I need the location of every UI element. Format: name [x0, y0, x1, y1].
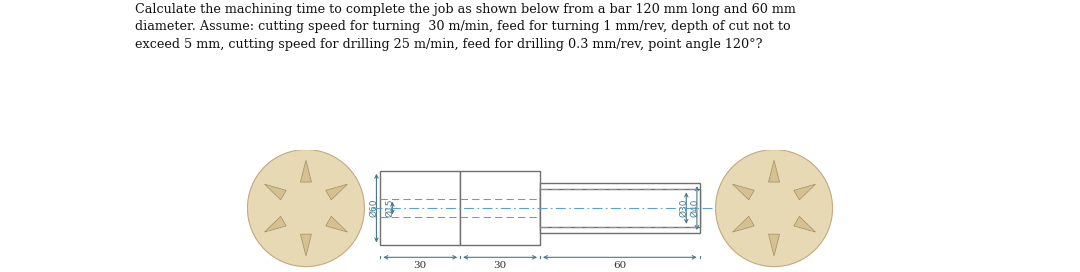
Text: 60: 60 — [613, 261, 626, 270]
Polygon shape — [769, 160, 780, 182]
Polygon shape — [732, 216, 754, 232]
Text: Ø30: Ø30 — [679, 199, 689, 217]
Polygon shape — [300, 234, 311, 256]
Bar — [540, 190, 700, 227]
Bar — [540, 183, 700, 233]
Bar — [380, 171, 460, 245]
Polygon shape — [326, 184, 348, 200]
Polygon shape — [326, 216, 348, 232]
Text: 30: 30 — [494, 261, 507, 270]
Circle shape — [247, 150, 364, 267]
Polygon shape — [265, 216, 286, 232]
Text: Ø15: Ø15 — [386, 199, 395, 217]
Text: Ø40: Ø40 — [690, 199, 699, 217]
Text: Ø60: Ø60 — [369, 199, 379, 217]
Polygon shape — [794, 216, 815, 232]
Polygon shape — [300, 160, 311, 182]
Text: 30: 30 — [414, 261, 427, 270]
Polygon shape — [794, 184, 815, 200]
Polygon shape — [265, 184, 286, 200]
Polygon shape — [769, 234, 780, 256]
Text: Calculate the machining time to complete the job as shown below from a bar 120 m: Calculate the machining time to complete… — [135, 3, 796, 51]
Polygon shape — [732, 184, 754, 200]
Circle shape — [716, 150, 833, 267]
Bar — [460, 171, 540, 245]
